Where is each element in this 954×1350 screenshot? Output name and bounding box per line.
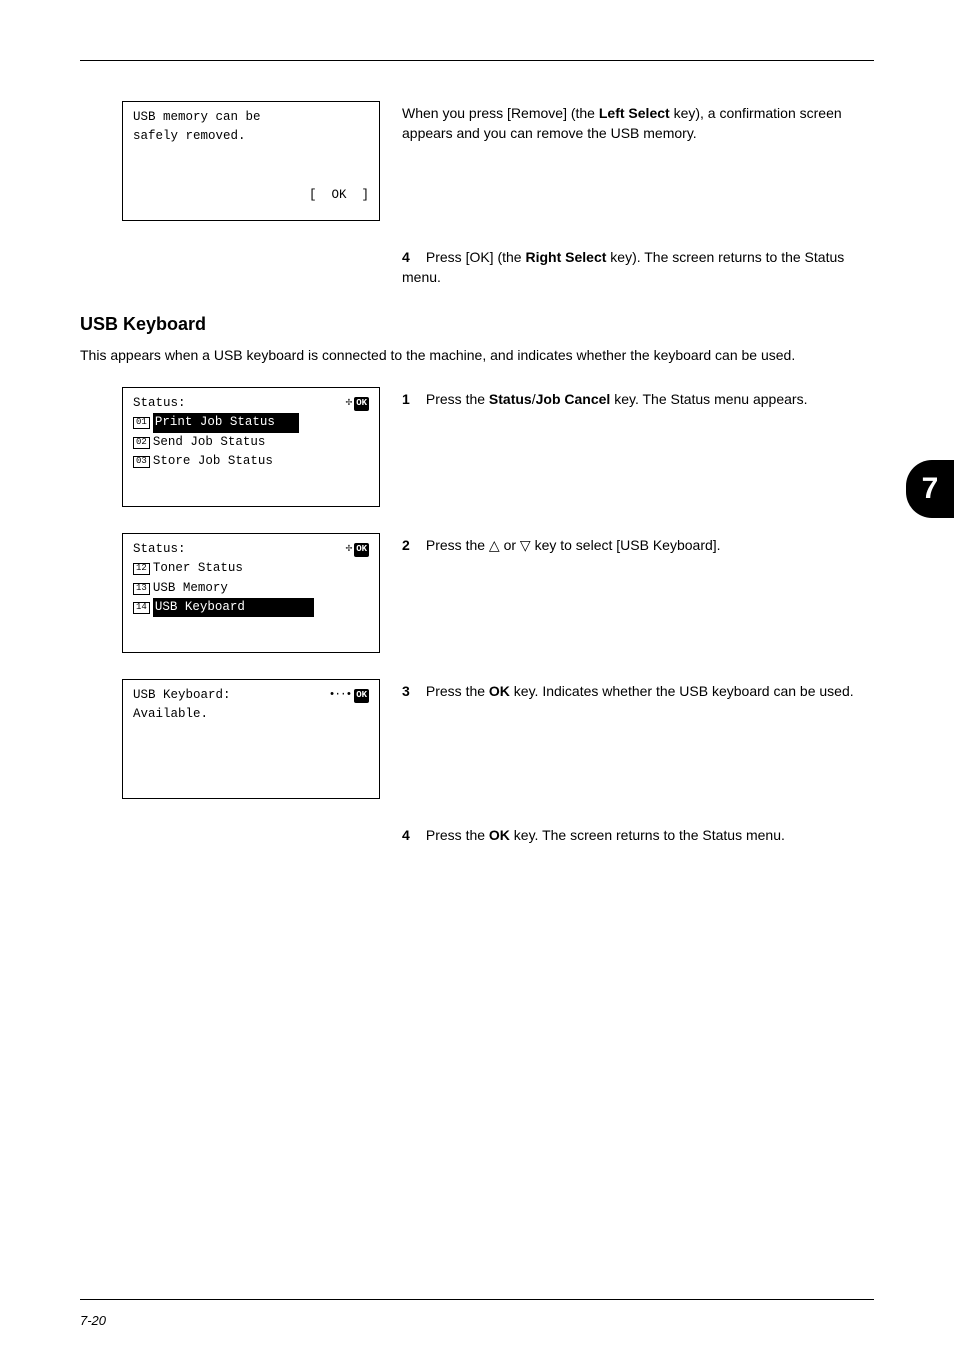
lcd-usb-keyboard-status: USB Keyboard: •··•OK Available. xyxy=(122,679,380,799)
step-number: 4 xyxy=(402,825,422,845)
para-step4: 4 Press the OK key. The screen returns t… xyxy=(402,825,874,845)
item-number: 12 xyxy=(133,563,150,575)
lcd-line: Available. xyxy=(133,705,369,724)
ok-icon: OK xyxy=(354,543,369,557)
para-remove: When you press [Remove] (the Left Select… xyxy=(402,101,874,221)
text: Press the xyxy=(426,827,489,843)
lcd-title: USB Keyboard: xyxy=(133,686,231,705)
key-name: OK xyxy=(489,683,510,699)
dpad-icon: ✢ xyxy=(346,395,352,412)
para-step1: 1 Press the Status/Job Cancel key. The S… xyxy=(402,387,874,507)
lcd-nav-icons: ✢OK xyxy=(346,395,369,412)
lcd-line: safely removed. xyxy=(133,127,369,146)
list-item-highlight: USB Keyboard xyxy=(153,598,315,617)
list-item: USB Memory xyxy=(153,581,228,595)
section-heading-usb-keyboard: USB Keyboard xyxy=(80,314,874,335)
key-name: Status xyxy=(489,391,532,407)
key-name: Job Cancel xyxy=(536,391,611,407)
item-number: 02 xyxy=(133,437,150,449)
ok-icon: OK xyxy=(354,689,369,703)
list-item-highlight: Print Job Status xyxy=(153,413,300,432)
dpad-single-icon: •··• xyxy=(329,687,351,704)
lcd-status-menu-top: Status: ✢OK 01Print Job Status 02Send Jo… xyxy=(122,387,380,507)
para-step2: 2 Press the △ or ▽ key to select [USB Ke… xyxy=(402,533,874,653)
text: key. The screen returns to the Status me… xyxy=(510,827,785,843)
lcd-title: Status: xyxy=(133,540,186,559)
para-step4-ok: 4 Press [OK] (the Right Select key). The… xyxy=(402,247,874,288)
para-step3: 3 Press the OK key. Indicates whether th… xyxy=(402,679,874,799)
intro-paragraph: This appears when a USB keyboard is conn… xyxy=(80,345,874,365)
row-step2: Status: ✢OK 12Toner Status 13USB Memory … xyxy=(80,533,874,653)
item-number: 14 xyxy=(133,602,150,614)
lcd-line: USB memory can be xyxy=(133,108,369,127)
chapter-tab: 7 xyxy=(906,460,954,518)
list-item: Toner Status xyxy=(153,561,243,575)
text: Press the xyxy=(426,391,489,407)
key-name: Left Select xyxy=(599,105,670,121)
item-number: 01 xyxy=(133,417,150,429)
lcd-status-menu-bottom: Status: ✢OK 12Toner Status 13USB Memory … xyxy=(122,533,380,653)
text: When you press [Remove] (the xyxy=(402,105,599,121)
text: Press [OK] (the xyxy=(426,249,526,265)
text: Press the xyxy=(426,683,489,699)
top-rule xyxy=(80,60,874,61)
text: key. The Status menu appears. xyxy=(610,391,807,407)
row-step3: USB Keyboard: •··•OK Available. 3 Press … xyxy=(80,679,874,799)
row-step1: Status: ✢OK 01Print Job Status 02Send Jo… xyxy=(80,387,874,507)
text: Press the △ or ▽ key to select [USB Keyb… xyxy=(426,537,721,553)
item-number: 13 xyxy=(133,583,150,595)
lcd-usb-memory-confirm: USB memory can be safely removed. [ OK ] xyxy=(122,101,380,221)
key-name: OK xyxy=(489,827,510,843)
ok-icon: OK xyxy=(354,397,369,411)
dpad-icon: ✢ xyxy=(346,541,352,558)
step-number: 4 xyxy=(402,247,422,267)
step-number: 2 xyxy=(402,535,422,555)
step-number: 3 xyxy=(402,681,422,701)
page-number-left: 7-20 xyxy=(80,1313,106,1328)
text: key. Indicates whether the USB keyboard … xyxy=(510,683,854,699)
lcd-softkey-ok: [ OK ] xyxy=(133,186,369,205)
lcd-nav-icons: •··•OK xyxy=(329,687,369,704)
list-item: Store Job Status xyxy=(153,454,273,468)
key-name: Right Select xyxy=(525,249,606,265)
list-item: Send Job Status xyxy=(153,435,266,449)
step-number: 1 xyxy=(402,389,422,409)
bottom-rule xyxy=(80,1299,874,1300)
lcd-nav-icons: ✢OK xyxy=(346,541,369,558)
lcd-title: Status: xyxy=(133,394,186,413)
row-usb-memory: USB memory can be safely removed. [ OK ]… xyxy=(80,101,874,221)
item-number: 03 xyxy=(133,456,150,468)
